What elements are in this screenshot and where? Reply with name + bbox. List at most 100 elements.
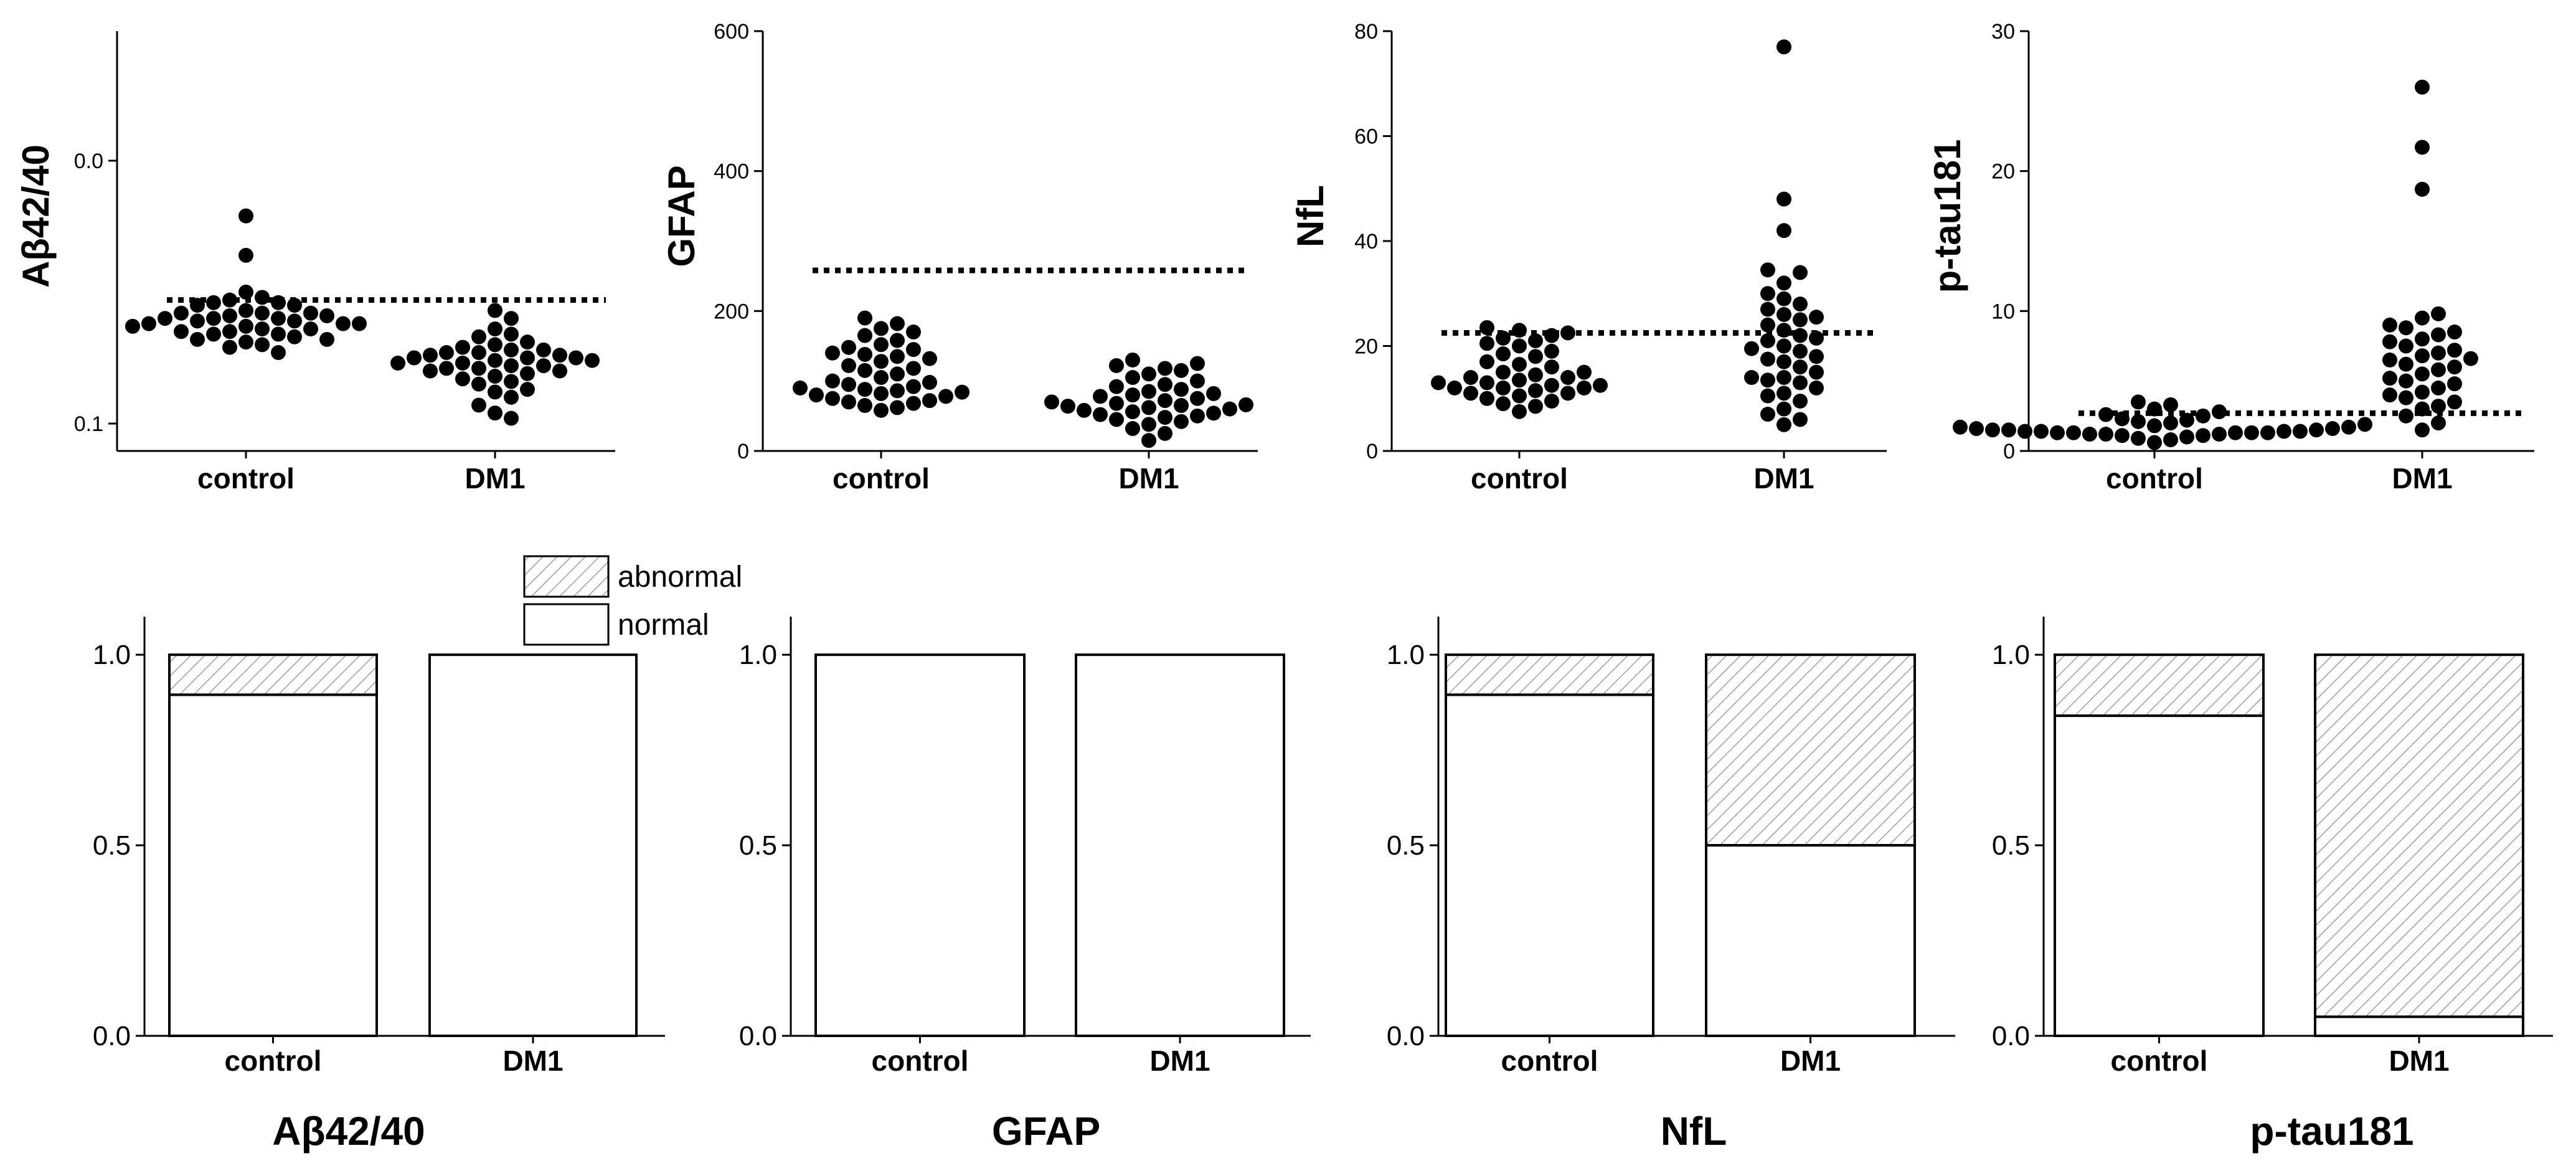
bar-normal: [1445, 693, 1654, 1037]
data-point: [1174, 363, 1189, 378]
data-point: [825, 391, 840, 406]
data-point: [504, 342, 519, 358]
data-point: [255, 290, 270, 305]
data-point: [488, 405, 502, 421]
data-point: [1760, 388, 1775, 404]
data-point: [874, 337, 889, 353]
data-point: [841, 394, 856, 410]
data-point: [1463, 370, 1478, 386]
y-tick-label: 0: [1366, 440, 1378, 463]
data-point: [2228, 425, 2243, 440]
data-point: [2447, 359, 2462, 375]
data-point: [352, 316, 367, 331]
data-point: [938, 389, 953, 404]
data-point: [2431, 345, 2446, 361]
bar-abnormal: [1705, 653, 1916, 847]
data-point: [1776, 275, 1791, 291]
data-point: [955, 384, 970, 400]
data-point: [1109, 358, 1124, 373]
data-point: [1109, 379, 1124, 394]
data-point: [1512, 404, 1527, 419]
data-point: [488, 369, 502, 384]
data-point: [1809, 330, 1824, 346]
y-tick-label: 400: [714, 160, 749, 184]
data-point: [1793, 359, 1808, 375]
y-tick-label: 0.0: [74, 149, 103, 173]
data-point: [1479, 320, 1494, 336]
data-point: [2098, 427, 2113, 442]
x-tick-label: control: [1471, 462, 1568, 495]
y-tick-label: 30: [1991, 20, 2015, 44]
x-tick-label: DM1: [1780, 1045, 1841, 1077]
data-point: [439, 345, 454, 361]
data-point: [1760, 351, 1775, 367]
data-point: [271, 295, 286, 310]
data-point: [238, 318, 253, 334]
data-point: [2415, 384, 2430, 400]
data-point: [1238, 397, 1253, 412]
data-point: [1141, 433, 1156, 448]
data-point: [222, 339, 237, 355]
data-point: [455, 371, 470, 387]
data-point: [2399, 338, 2413, 354]
data-point: [1776, 386, 1791, 401]
data-point: [488, 337, 502, 353]
data-point: [2082, 427, 2097, 442]
data-point: [1560, 370, 1575, 386]
data-point: [1190, 356, 1205, 371]
data-point: [2447, 376, 2462, 392]
data-point: [1141, 417, 1156, 432]
data-point: [1496, 364, 1511, 380]
y-tick-label: 0: [2003, 440, 2015, 463]
data-point: [1479, 375, 1494, 391]
data-point: [857, 363, 872, 378]
data-point: [520, 334, 535, 350]
x-tick-label: DM1: [1149, 1045, 1210, 1077]
y-tick-label: 80: [1354, 20, 1378, 44]
data-point: [2382, 352, 2397, 367]
x-tick-label: control: [2111, 1045, 2208, 1077]
x-axis-title: NfL: [1661, 1109, 1727, 1154]
data-point: [922, 393, 937, 409]
data-point: [552, 348, 567, 363]
data-point: [2163, 415, 2178, 431]
data-point: [1125, 404, 1140, 420]
data-point: [2382, 371, 2397, 386]
data-point: [890, 316, 905, 331]
data-point: [2325, 421, 2340, 437]
x-tick-label: DM1: [2392, 462, 2452, 495]
data-point: [1760, 286, 1775, 301]
data-point: [1744, 341, 1759, 356]
data-point: [2212, 427, 2227, 442]
data-point: [271, 345, 286, 361]
data-point: [504, 358, 519, 374]
data-point: [825, 373, 840, 389]
data-point: [1776, 306, 1791, 322]
data-point: [174, 305, 189, 321]
data-point: [874, 321, 889, 336]
data-point: [1809, 310, 1824, 325]
data-point: [1158, 410, 1172, 425]
data-point: [238, 208, 253, 224]
data-point: [1496, 396, 1511, 412]
bar-abnormal: [2314, 653, 2524, 1018]
y-tick-label: 0.0: [1387, 1021, 1425, 1051]
data-point: [1158, 361, 1172, 376]
y-tick-label: 600: [714, 20, 749, 44]
y-tick-label: 0.0: [93, 1021, 131, 1051]
data-point: [271, 326, 286, 342]
data-point: [1060, 399, 1075, 414]
bar-abnormal: [2054, 653, 2265, 718]
bar-normal: [428, 653, 638, 1037]
data-point: [2382, 317, 2397, 333]
data-point: [2276, 424, 2291, 439]
data-point: [2415, 401, 2430, 417]
x-tick-label: DM1: [2389, 1045, 2449, 1077]
data-point: [1793, 375, 1808, 391]
data-point: [174, 324, 189, 339]
x-tick-label: DM1: [1118, 462, 1179, 495]
data-point: [336, 316, 351, 331]
data-point: [890, 366, 905, 382]
data-point: [319, 308, 334, 323]
